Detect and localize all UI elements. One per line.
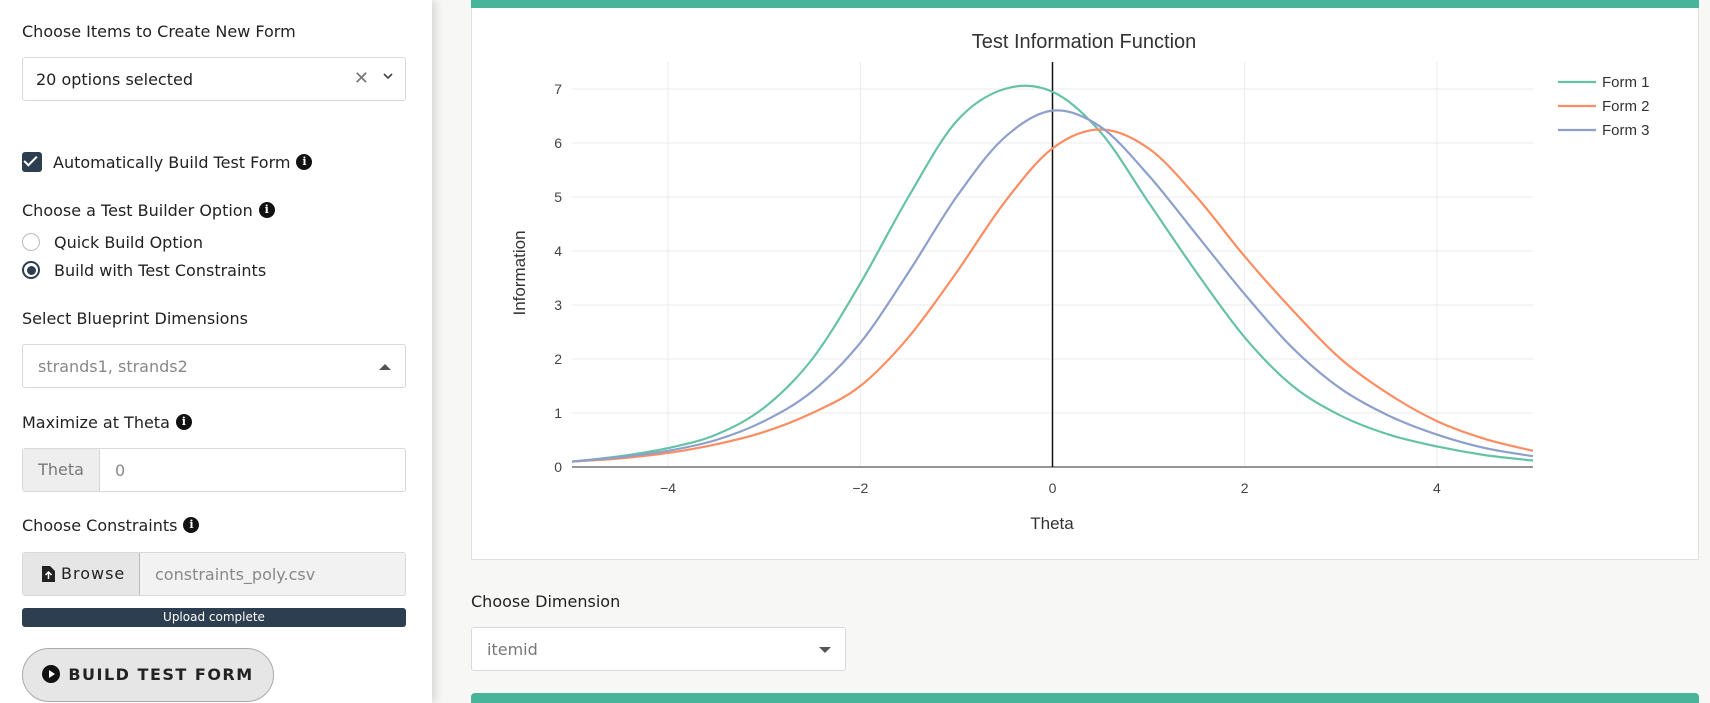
legend-label[interactable]: Form 1: [1602, 74, 1650, 91]
file-icon: [42, 566, 55, 582]
y-tick-label: 7: [554, 81, 562, 97]
dimension-value: itemid: [487, 640, 538, 659]
series-line-form-1[interactable]: [571, 84, 1534, 463]
build-test-form-button[interactable]: BUILD TEST FORM: [22, 648, 274, 702]
x-tick-label: −2: [852, 480, 868, 496]
play-icon: [42, 665, 61, 683]
radio-build-constraints[interactable]: [22, 261, 40, 279]
chart-axes: −4 −2 0 2 4 0 1 2 3 4 5 6 7: [554, 62, 1533, 496]
constraints-label: Choose Constraints i: [22, 516, 200, 535]
y-tick-label: 1: [554, 405, 562, 421]
chart-series: [571, 84, 1534, 463]
x-tick-label: 4: [1433, 480, 1441, 496]
upload-progress: Upload complete: [22, 608, 406, 627]
items-select-value: 20 options selected: [36, 70, 193, 89]
series-line-form-2[interactable]: [571, 128, 1534, 463]
info-icon[interactable]: i: [258, 202, 275, 218]
radio-quick-build[interactable]: [22, 233, 40, 251]
browse-label: Browse: [61, 564, 126, 583]
file-name: constraints_poly.csv: [155, 565, 316, 584]
theta-addon: Theta: [23, 449, 100, 491]
file-input-group: Browse constraints_poly.csv: [22, 552, 406, 596]
radio-quick-build-label[interactable]: Quick Build Option: [54, 233, 203, 252]
test-information-chart[interactable]: −4 −2 0 2 4 0 1 2 3 4 5 6 7 Form 1 Form 2 Form 3 Test …: [0, 0, 1710, 560]
info-icon[interactable]: i: [175, 414, 192, 430]
x-tick-label: 2: [1241, 480, 1249, 496]
theta-label: Maximize at Theta i: [22, 413, 192, 432]
caret-down-icon[interactable]: [819, 647, 831, 653]
chart-legend: Form 1 Form 2 Form 3: [1558, 74, 1650, 139]
x-tick-label: 0: [1049, 480, 1057, 496]
info-icon[interactable]: i: [183, 517, 200, 533]
y-tick-label: 5: [554, 189, 562, 205]
chart-title: Test Information Function: [972, 31, 1197, 53]
chevron-down-icon[interactable]: [383, 71, 393, 81]
theta-input[interactable]: 0: [115, 461, 126, 480]
clear-icon[interactable]: ✕: [353, 68, 369, 89]
y-tick-label: 0: [554, 459, 562, 475]
browse-button[interactable]: Browse: [23, 553, 140, 595]
sidebar: Choose Items to Create New Form 20 optio…: [0, 0, 432, 703]
x-axis-label: Theta: [1030, 514, 1074, 533]
x-tick-label: −4: [660, 480, 676, 496]
info-icon[interactable]: i: [296, 154, 313, 170]
dimension-select[interactable]: itemid: [471, 627, 846, 671]
auto-build-checkbox[interactable]: [22, 152, 42, 172]
y-tick-label: 4: [554, 243, 562, 259]
legend-label[interactable]: Form 2: [1602, 98, 1650, 115]
legend-label[interactable]: Form 3: [1602, 122, 1650, 139]
auto-build-label: Automatically Build Test Form i: [53, 153, 313, 172]
y-tick-label: 2: [554, 351, 562, 367]
builder-label: Choose a Test Builder Option i: [22, 201, 275, 220]
theta-input-group: Theta 0: [22, 448, 406, 492]
dimension-label: Choose Dimension: [471, 592, 621, 611]
blueprint-label: Select Blueprint Dimensions: [22, 309, 248, 328]
y-tick-label: 3: [554, 297, 562, 313]
radio-build-constraints-label[interactable]: Build with Test Constraints: [54, 261, 267, 280]
caret-up-icon[interactable]: [379, 364, 391, 370]
card-top-bar: [471, 0, 1699, 8]
next-card-top-bar: [471, 693, 1699, 703]
y-axis-label: Information: [510, 230, 529, 315]
series-line-form-3[interactable]: [571, 109, 1534, 463]
blueprint-select[interactable]: strands1, strands2: [22, 344, 406, 388]
items-select[interactable]: 20 options selected ✕: [22, 57, 406, 101]
items-label: Choose Items to Create New Form: [22, 22, 296, 41]
blueprint-value: strands1, strands2: [38, 357, 188, 376]
y-tick-label: 6: [554, 135, 562, 151]
